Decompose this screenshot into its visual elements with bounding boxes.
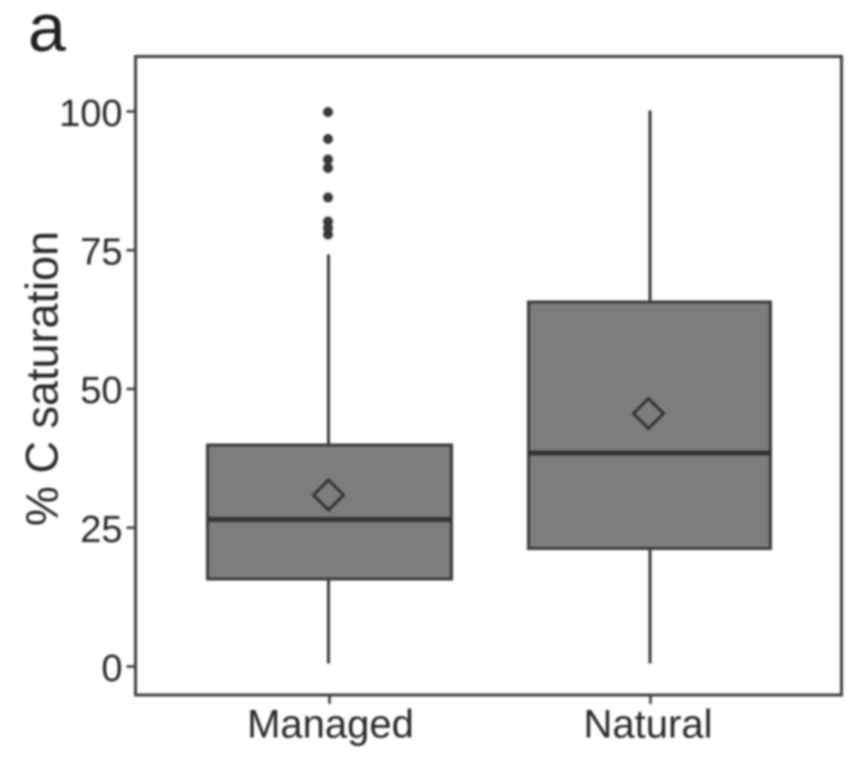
svg-text:a: a <box>28 0 66 66</box>
svg-text:0: 0 <box>101 648 122 690</box>
svg-text:50: 50 <box>80 370 122 412</box>
svg-text:Managed: Managed <box>247 703 414 747</box>
svg-text:% C saturation: % C saturation <box>17 231 68 526</box>
svg-text:Natural: Natural <box>584 703 713 747</box>
svg-text:25: 25 <box>80 509 122 551</box>
svg-text:75: 75 <box>80 232 122 274</box>
svg-text:100: 100 <box>59 93 122 135</box>
